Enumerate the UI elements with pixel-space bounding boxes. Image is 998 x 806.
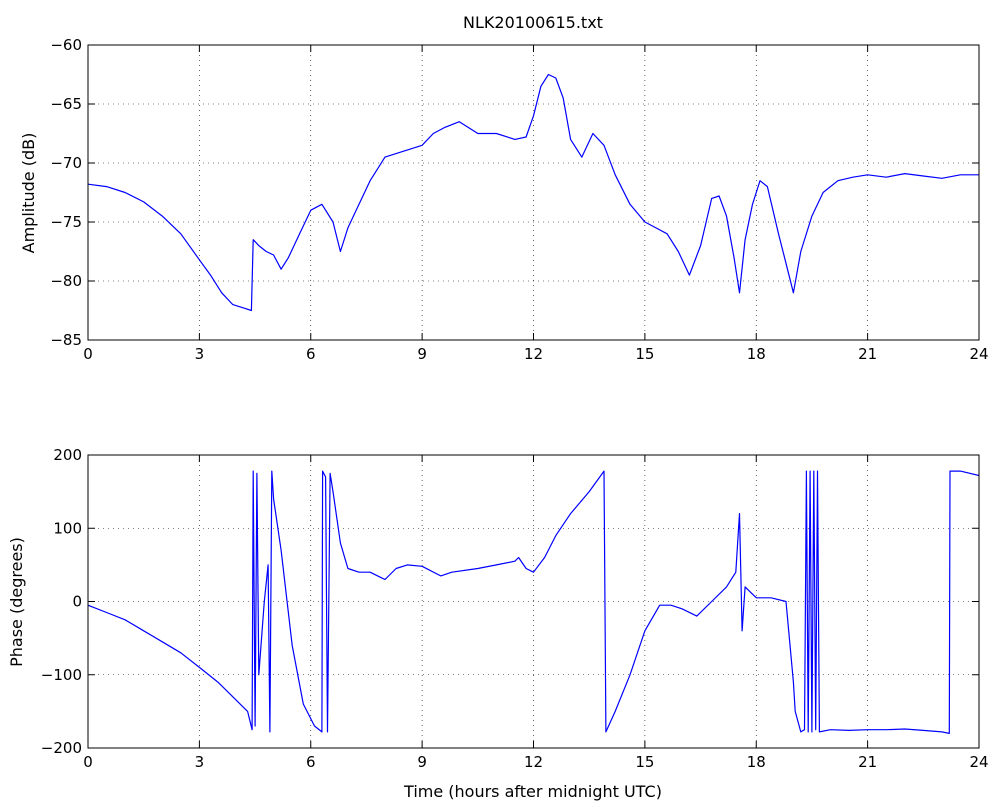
x-tick-label: 21 [858, 345, 877, 363]
y-tick-label: −60 [50, 36, 82, 54]
series-line [88, 73, 979, 312]
x-tick-label: 6 [306, 753, 316, 771]
y-tick-label: −85 [50, 331, 82, 349]
y-tick-label: −80 [50, 272, 82, 290]
x-axis-title: Time (hours after midnight UTC) [403, 782, 662, 801]
x-tick-label: 18 [747, 345, 766, 363]
y-tick-label: 200 [53, 446, 82, 464]
x-tick-label: 6 [306, 345, 316, 363]
x-tick-label: 3 [195, 345, 205, 363]
x-tick-label: 9 [417, 753, 427, 771]
y-axis-title: Phase (degrees) [7, 537, 26, 667]
x-tick-label: 9 [417, 345, 427, 363]
series-line [88, 470, 979, 735]
x-tick-label: 24 [969, 345, 988, 363]
x-tick-label: 15 [635, 345, 654, 363]
y-tick-label: 100 [53, 519, 82, 537]
x-tick-label: 3 [195, 753, 205, 771]
y-tick-label: 0 [72, 593, 82, 611]
y-tick-label: −200 [41, 739, 82, 757]
chart-title: NLK20100615.txt [463, 13, 603, 32]
x-tick-label: 24 [969, 753, 988, 771]
x-tick-label: 18 [747, 753, 766, 771]
phase-panel: Phase (degrees) Time (hours after midnig… [7, 446, 989, 801]
x-tick-label: 0 [83, 345, 93, 363]
x-tick-label: 21 [858, 753, 877, 771]
x-tick-label: 12 [524, 753, 543, 771]
amplitude-panel: NLK20100615.txt Amplitude (dB) 0 3 6 9 12 15 1… [19, 13, 989, 363]
x-tick-label: 12 [524, 345, 543, 363]
y-tick-label: −75 [50, 213, 82, 231]
y-tick-label: −100 [41, 666, 82, 684]
y-axis-title: Amplitude (dB) [19, 133, 38, 254]
x-tick-label: 15 [635, 753, 654, 771]
x-tick-label: 0 [83, 753, 93, 771]
y-tick-label: −65 [50, 95, 82, 113]
y-tick-label: −70 [50, 154, 82, 172]
